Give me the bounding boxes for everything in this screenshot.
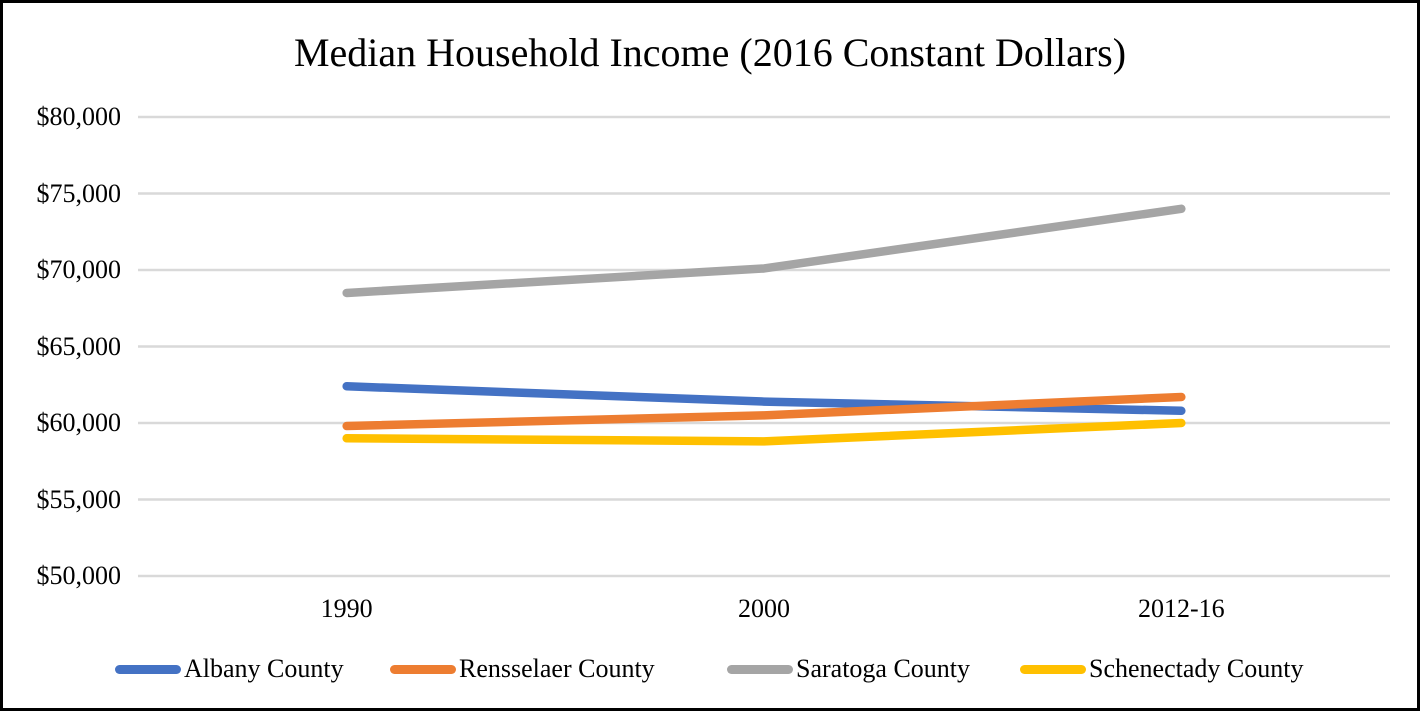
x-axis-label-2000: 2000 — [738, 594, 790, 623]
series-line-albany-county — [342, 382, 1186, 416]
x-axis-label-1990: 1990 — [320, 594, 373, 623]
x-axis-label-2012-16: 2012-16 — [1137, 594, 1225, 623]
y-axis-tick-label: $50,000 — [36, 561, 122, 590]
chart-title: Median Household Income (2016 Constant D… — [293, 30, 1127, 75]
y-axis-tick-label: $75,000 — [36, 178, 122, 208]
series-line-rensselaer-county — [342, 392, 1186, 431]
y-axis-tick-label: $70,000 — [36, 255, 122, 284]
series-line-schenectady-county — [342, 418, 1186, 446]
y-axis-tick-label: $65,000 — [36, 331, 122, 361]
y-axis-tick-label: $55,000 — [36, 484, 122, 514]
y-axis-tick-label: $80,000 — [36, 102, 122, 131]
plot-area — [138, 115, 1390, 578]
y-axis-tick-label: $60,000 — [36, 408, 122, 437]
series-line-saratoga-county — [342, 204, 1186, 298]
